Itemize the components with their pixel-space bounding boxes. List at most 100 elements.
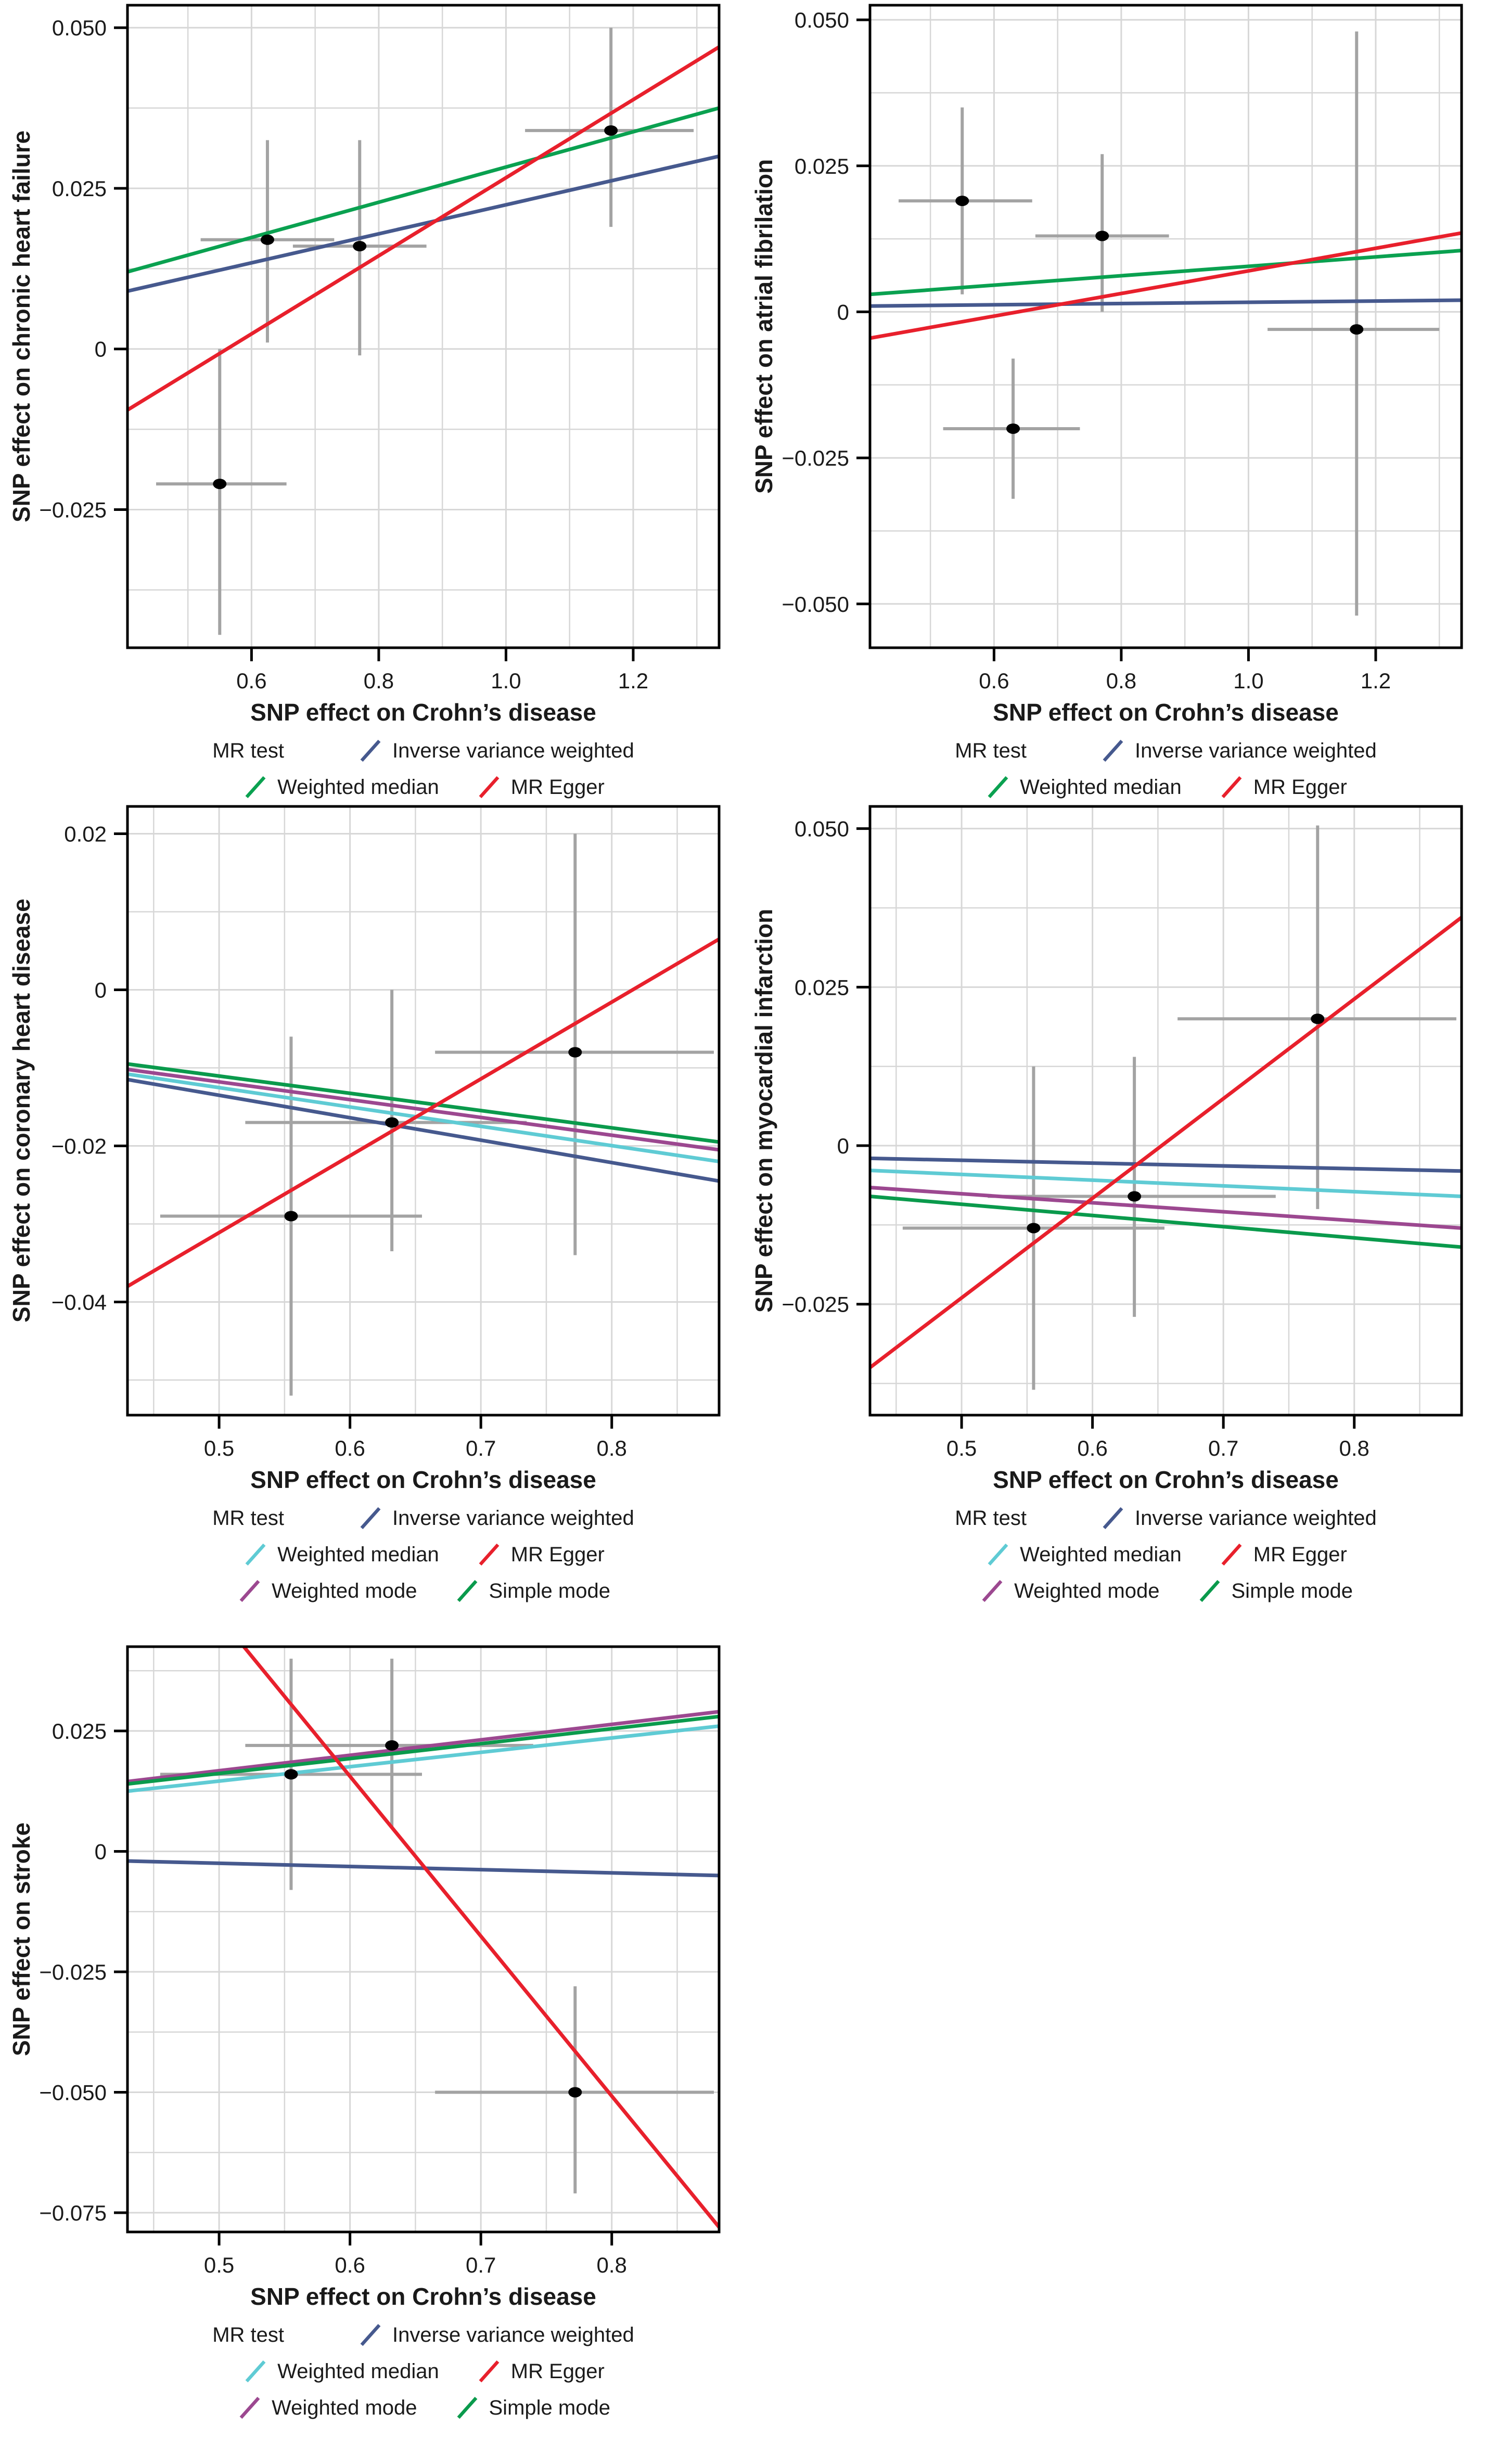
legend-item-label: Weighted median <box>277 776 439 799</box>
legend-row: MR test Inverse variance weighted <box>870 1503 1462 1533</box>
panel-border <box>126 4 721 649</box>
legend-row: MR test Inverse variance weighted <box>127 736 719 766</box>
x-tick-label: 0.6 <box>335 2253 365 2277</box>
data-points <box>284 1047 582 1222</box>
y-tick-label: 0.050 <box>795 817 849 841</box>
x-tick-label: 0.7 <box>466 2253 496 2277</box>
x-tick-label: 1.0 <box>491 669 521 693</box>
data-point <box>1095 230 1109 241</box>
legend-item-label: Weighted median <box>1020 776 1182 799</box>
legend-row: Weighted median MR Egger <box>127 1539 719 1570</box>
legend-line-glyph <box>245 1543 266 1566</box>
legend-item-weighted-median: Weighted median <box>242 2356 439 2386</box>
legend-item-label: MR Egger <box>1253 776 1347 799</box>
legend-line-glyph <box>360 1507 381 1530</box>
legend-item-simple-mode: Simple mode <box>454 2393 610 2423</box>
legend-item-mr-egger: MR Egger <box>1218 772 1347 801</box>
legend-item-label: Weighted mode <box>272 2396 417 2419</box>
y-tick-label: 0.050 <box>52 16 107 40</box>
x-tick-label: 0.5 <box>204 1436 234 1460</box>
legend-item-label: MR Egger <box>510 776 605 799</box>
legend-item-label: Weighted mode <box>1014 1580 1160 1602</box>
legend-line-glyph <box>988 776 1008 799</box>
gridlines <box>127 806 719 1415</box>
legend-item-label: Inverse variance weighted <box>392 1507 634 1530</box>
legend-item-label: Weighted median <box>277 1543 439 1566</box>
y-axis-title: SNP effect on chronic heart failure <box>8 130 35 523</box>
legend-row: MR test Inverse variance weighted <box>127 2320 719 2350</box>
data-point <box>1006 423 1020 434</box>
x-tick-label: 0.6 <box>236 669 266 693</box>
legend-row: Weighted median MR Egger <box>870 1539 1462 1570</box>
data-point <box>385 1117 399 1128</box>
atrial-fibrilation-plot: 0.6 0.8 1.0 1.2 0.050 0.025 0 −0.025 −0.050 <box>782 4 1463 693</box>
legend-row: MR test Inverse variance weighted <box>127 1503 719 1533</box>
y-tick-label: −0.050 <box>39 2080 107 2104</box>
regression-line-inverse-variance-weighted <box>870 298 1462 308</box>
legend-line-glyph <box>239 2396 260 2419</box>
y-tick-label: 0 <box>95 337 107 362</box>
regression-line-weighted-mode <box>127 1710 719 1783</box>
y-tick-label: 0.02 <box>64 822 107 846</box>
legend-line-glyph <box>479 776 500 799</box>
y-tick-label: 0 <box>95 1840 107 1864</box>
x-tick-label: 0.8 <box>597 2253 627 2277</box>
regression-lines <box>870 231 1462 340</box>
chart-atrial-fibrilation: 0.6 0.8 1.0 1.2 0.050 0.025 0 −0.025 −0.050 SNP … <box>742 0 1485 801</box>
legend-item-mr-egger: MR Egger <box>476 1539 605 1570</box>
y-tick-label: 0 <box>837 300 849 324</box>
legend-line-glyph <box>479 1543 500 1566</box>
legend-item-label: Inverse variance weighted <box>1135 739 1377 762</box>
x-axis-title: SNP effect on Crohn’s disease <box>250 699 596 726</box>
y-tick-label: −0.025 <box>39 497 107 522</box>
legend-item-weighted-mode: Weighted mode <box>979 1576 1160 1606</box>
legend-item-inverse-variance-weighted: Inverse variance weighted <box>1099 736 1377 766</box>
legend-item-label: Inverse variance weighted <box>1135 1507 1377 1530</box>
regression-line-simple-mode <box>127 1062 719 1144</box>
regression-line-simple-mode <box>870 1195 1462 1249</box>
regression-line-weighted-median <box>127 1072 719 1163</box>
plot-panel <box>870 5 1462 648</box>
x-tick-label: 0.6 <box>1077 1436 1107 1460</box>
data-point <box>213 479 227 490</box>
legend-item-label: MR Egger <box>510 2360 605 2383</box>
legend-line-glyph <box>1103 739 1123 762</box>
regression-line-weighted-median <box>870 1169 1462 1199</box>
x-tick-label: 0.8 <box>364 669 394 693</box>
data-point <box>1311 1013 1325 1024</box>
regression-line-mr-egger <box>241 1647 719 2228</box>
legend-item-simple-mode: Simple mode <box>1196 1576 1353 1606</box>
x-tick-label: 1.0 <box>1233 669 1263 693</box>
x-tick-label: 1.2 <box>1361 669 1391 693</box>
mr-test-legend: MR test Inverse variance weighted Weighted… <box>742 1503 1485 1606</box>
regression-line-mr-egger <box>127 45 719 412</box>
x-axis-title: SNP effect on Crohn’s disease <box>250 2283 596 2310</box>
data-point <box>568 1047 582 1058</box>
mr-test-legend: MR test Inverse variance weighted Weighted… <box>742 736 1485 801</box>
x-axis-title: SNP effect on Crohn’s disease <box>993 1466 1339 1493</box>
data-points <box>955 196 1364 434</box>
regression-line-simple-mode <box>127 1714 719 1786</box>
gridlines <box>870 806 1462 1415</box>
y-tick-label: −0.025 <box>39 1960 107 1984</box>
x-tick-label: 0.5 <box>946 1436 977 1460</box>
legend-line-glyph <box>1199 1580 1220 1602</box>
x-tick-label: 0.5 <box>204 2253 234 2277</box>
y-axis-title: SNP effect on stroke <box>8 1822 35 2057</box>
regression-line-inverse-variance-weighted <box>127 1077 719 1183</box>
legend-row: Weighted mode Simple mode <box>127 1576 719 1606</box>
data-point <box>1027 1223 1041 1234</box>
x-tick-label: 0.7 <box>466 1436 496 1460</box>
axis-ticks: 0.5 0.6 0.7 0.8 0.050 0.025 0 −0.025 <box>782 817 1369 1460</box>
regression-line-weighted-mode <box>870 1185 1462 1230</box>
y-tick-label: 0.050 <box>795 8 849 32</box>
regression-line-weighted-mode <box>127 1068 719 1152</box>
x-tick-label: 0.8 <box>1339 1436 1369 1460</box>
legend-line-glyph <box>360 739 381 762</box>
legend-item-weighted-mode: Weighted mode <box>236 1576 417 1606</box>
legend-item-label: Simple mode <box>489 2396 610 2419</box>
regression-lines <box>127 937 719 1288</box>
regression-line-inverse-variance-weighted <box>870 1156 1462 1173</box>
legend-item-label: Weighted median <box>1020 1543 1182 1566</box>
